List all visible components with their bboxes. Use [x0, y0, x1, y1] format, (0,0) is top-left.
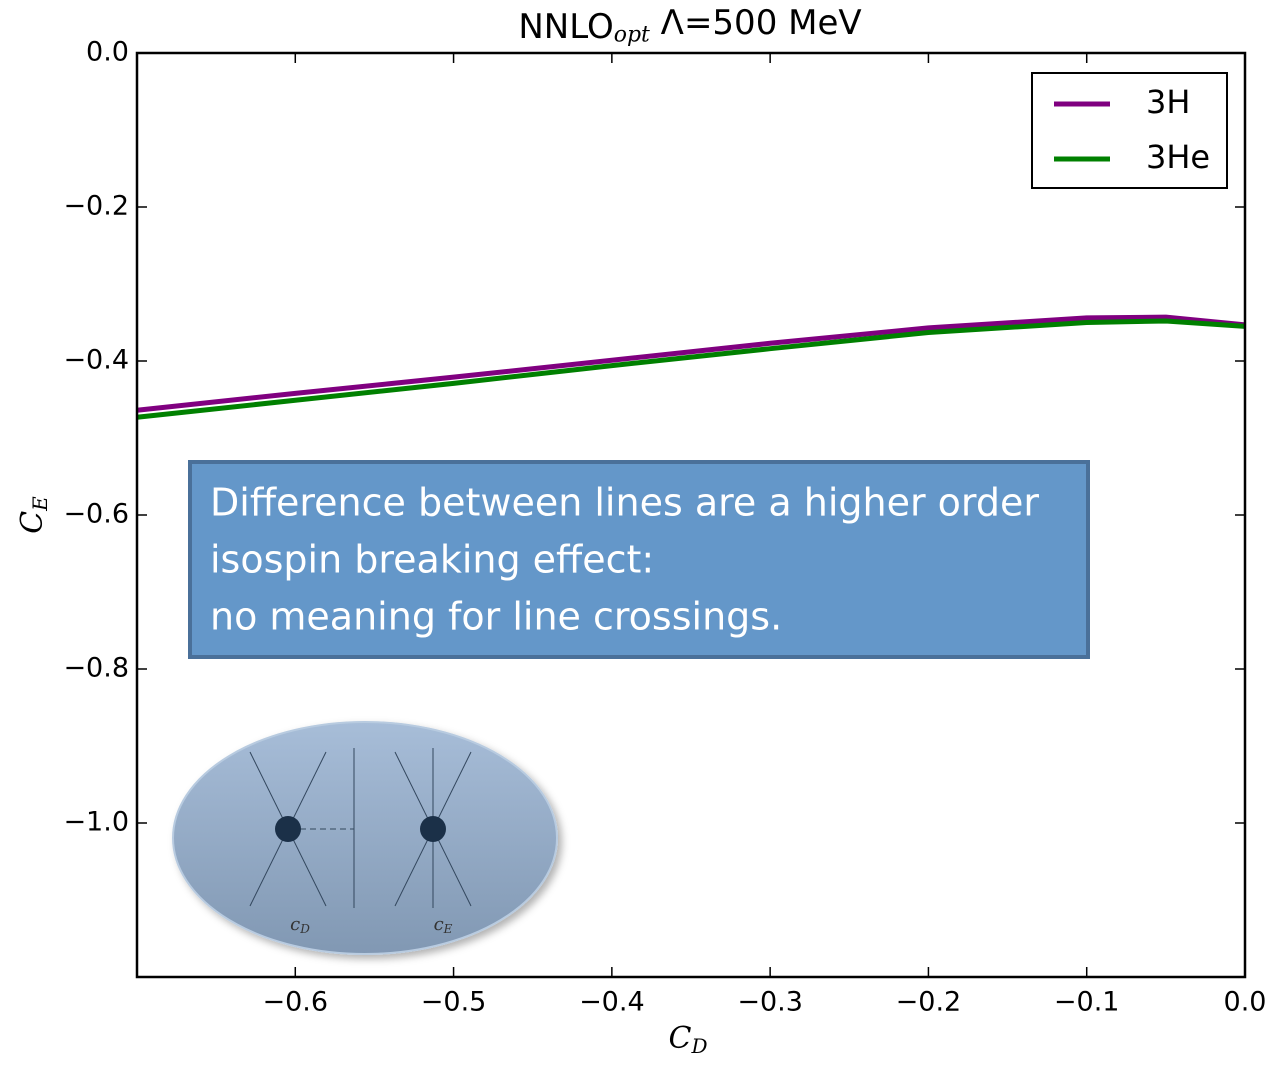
- y-tick-label: −1.0: [63, 807, 129, 838]
- y-tick-label: −0.4: [63, 345, 129, 376]
- legend-label: 3He: [1146, 138, 1210, 176]
- legend-box: [1031, 72, 1228, 189]
- x-tick-label: −0.2: [896, 987, 962, 1018]
- annotation-text: Difference between lines are a higher or…: [210, 481, 1039, 525]
- annotation-box: [188, 460, 1090, 659]
- y-axis-label-sub: E: [28, 496, 52, 512]
- y-axis-label-main: C: [15, 511, 50, 534]
- legend-label: 3H: [1146, 83, 1190, 121]
- y-tick-label: −0.8: [63, 653, 129, 684]
- x-axis-label: CD: [668, 1021, 707, 1058]
- title-main: NNLO: [518, 7, 613, 47]
- inset-label: cE: [434, 914, 453, 936]
- x-tick-label: 0.0: [1224, 987, 1267, 1018]
- inset-label-sub: D: [299, 922, 310, 936]
- inset-label: cD: [290, 914, 310, 936]
- y-tick-label: −0.6: [63, 499, 129, 530]
- title-suffix: Λ=500 MeV: [650, 2, 862, 42]
- x-tick-label: −0.3: [737, 987, 803, 1018]
- chart-title: NNLOopt Λ=500 MeV: [518, 2, 861, 47]
- annotation-text: isospin breaking effect:: [210, 538, 654, 582]
- plot-frame: [135, 51, 1247, 979]
- inset-label-sub: E: [443, 922, 453, 936]
- series-line: [136, 318, 1246, 420]
- y-tick-label: 0.0: [86, 37, 129, 68]
- x-axis-label-sub: D: [690, 1034, 707, 1058]
- title-sub: opt: [614, 23, 650, 48]
- x-tick-label: −0.1: [1054, 987, 1120, 1018]
- annotation-text: no meaning for line crossings.: [210, 595, 782, 639]
- series-line: [136, 314, 1246, 413]
- inset-label-main: c: [290, 914, 300, 935]
- x-tick-label: −0.5: [421, 987, 487, 1018]
- x-tick-label: −0.4: [579, 987, 645, 1018]
- x-tick-label: −0.6: [263, 987, 329, 1018]
- inset-label-main: c: [434, 914, 444, 935]
- y-axis-label: CE: [15, 496, 52, 534]
- y-tick-label: −0.2: [63, 191, 129, 222]
- x-axis-label-main: C: [668, 1021, 691, 1056]
- inset-diagram: cD cE: [172, 721, 558, 955]
